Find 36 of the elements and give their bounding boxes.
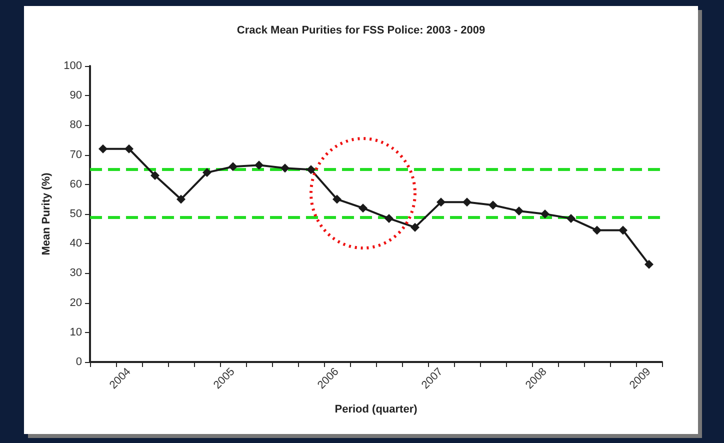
point bbox=[410, 222, 420, 232]
y-tick-label: 30 bbox=[70, 267, 82, 280]
point bbox=[436, 198, 446, 207]
y-axis-title: Mean Purity (%) bbox=[40, 172, 52, 256]
point bbox=[176, 194, 186, 204]
point bbox=[592, 226, 602, 235]
point bbox=[202, 168, 212, 178]
point bbox=[280, 164, 290, 173]
y-tick-label: 20 bbox=[70, 296, 82, 309]
point bbox=[514, 206, 524, 216]
point bbox=[644, 260, 654, 269]
point bbox=[488, 200, 498, 210]
point bbox=[306, 165, 316, 174]
point bbox=[228, 162, 238, 172]
point bbox=[618, 226, 628, 235]
point bbox=[332, 194, 342, 204]
point bbox=[124, 144, 134, 154]
y-tick-label: 10 bbox=[70, 326, 82, 338]
y-tick-label: 60 bbox=[70, 178, 82, 190]
point bbox=[462, 198, 472, 207]
point bbox=[98, 144, 108, 154]
y-tick-label: 70 bbox=[70, 148, 82, 161]
point bbox=[384, 214, 394, 223]
point bbox=[540, 210, 550, 218]
y-tick-label: 50 bbox=[70, 208, 82, 220]
x-axis-title: Period (quarter) bbox=[334, 404, 418, 416]
point bbox=[254, 160, 264, 170]
y-tick-label: 90 bbox=[70, 90, 82, 102]
point bbox=[358, 204, 368, 213]
point bbox=[150, 171, 160, 180]
chart-title: Crack Mean Purities for FSS Police: 2003 - 2009 bbox=[236, 24, 486, 36]
point bbox=[566, 214, 576, 223]
y-tick-label: 0 bbox=[76, 356, 82, 368]
y-tick-label: 100 bbox=[64, 60, 82, 72]
y-tick-label: 40 bbox=[70, 238, 82, 250]
y-tick-label: 80 bbox=[70, 119, 82, 132]
